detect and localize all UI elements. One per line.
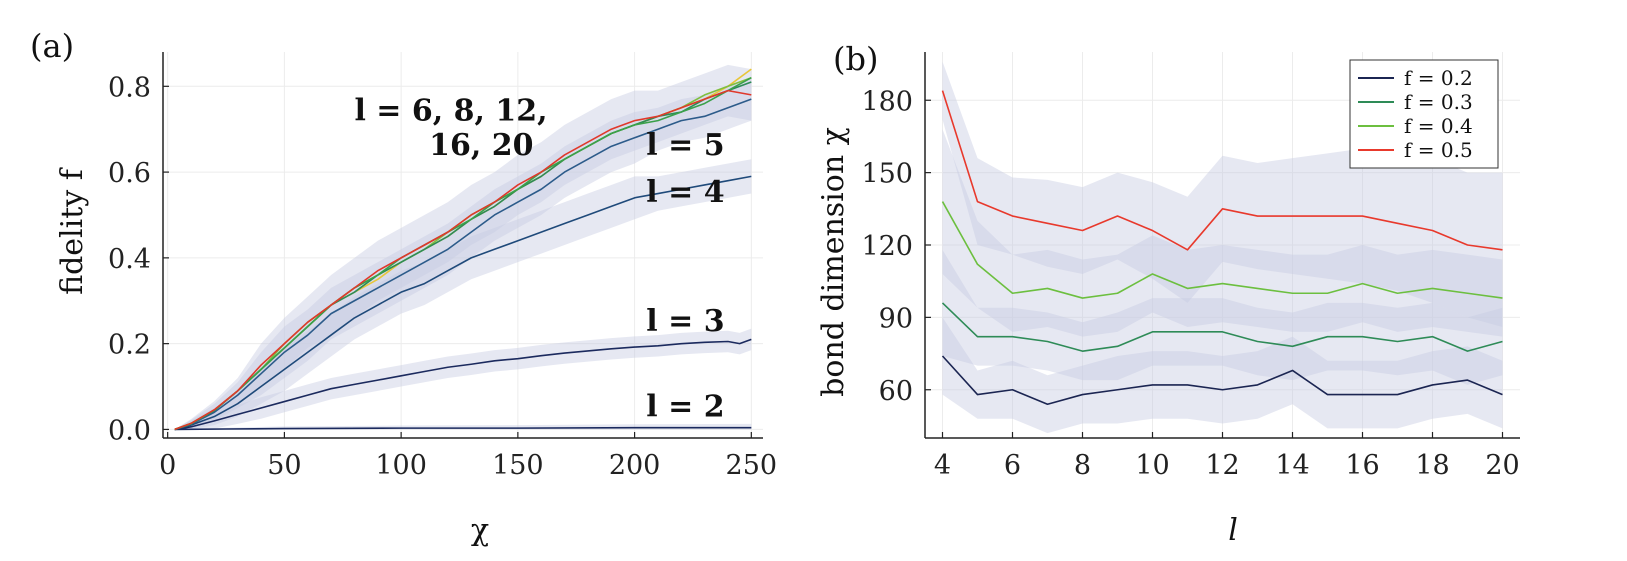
- panel-a-annotation: 16, 20: [429, 128, 533, 163]
- panel-b-legend-label: f = 0.2: [1404, 66, 1473, 90]
- panel-b: 4 6 8 10 12 14 16 18 20 60 90 120 150 180 l bond dime…: [816, 52, 1520, 548]
- panel-a-axes: [162, 52, 763, 439]
- panel-b-ytick-label: 90: [879, 303, 913, 334]
- panel-b-band-f-0.2: [942, 317, 1503, 434]
- panel-b-band-f-0.5: [942, 61, 1503, 328]
- panel-a-ticks: 0 50 100 150 200 250 0.0 0.2 0.4 0.6 0.8: [108, 72, 777, 481]
- panel-a-xtick-label: 150: [492, 450, 544, 481]
- panel-b-series-f-0.3: [941, 302, 1503, 352]
- panel-b-xtick-label: 6: [1004, 450, 1021, 481]
- panel-a-series-l-20: [174, 89, 752, 431]
- panel-b-legend-label: f = 0.4: [1404, 114, 1473, 138]
- panel-a-xtick-label: 250: [726, 450, 778, 481]
- panel-a-xtick-label: 0: [159, 450, 176, 481]
- panel-b-grid: [925, 52, 1520, 438]
- panel-b-xtick-label: 8: [1074, 450, 1091, 481]
- panel-a-annotation: l = 6, 8, 12,: [354, 94, 547, 129]
- panel-a-band-l-5: [174, 77, 752, 430]
- panel-b-xlabel: l: [1228, 513, 1238, 548]
- panel-a-xlabel: χ: [471, 513, 489, 548]
- panel-a-ytick-label: 0.0: [108, 415, 151, 446]
- panel-a-annotation: l = 4: [646, 175, 724, 210]
- panel-a-band-l-20: [174, 64, 752, 430]
- panel-b-band-f-0.4: [942, 129, 1503, 337]
- panel-a-lines: [174, 68, 752, 431]
- panel-a-band-l-3: [174, 328, 752, 430]
- panel-b-xtick-label: 10: [1135, 450, 1169, 481]
- panel-a-series-l-5: [174, 98, 752, 431]
- panel-b-lines: [941, 90, 1503, 406]
- panel-a-band-l-4: [174, 159, 752, 430]
- panel-b-xtick-label: 12: [1205, 450, 1239, 481]
- panel-b-xtick-label: 14: [1275, 450, 1309, 481]
- panel-a-annotation: l = 3: [646, 304, 724, 339]
- panel-a-bands: [174, 64, 752, 430]
- panel-a-xtick-label: 100: [375, 450, 427, 481]
- panel-a-series-l-4: [174, 175, 752, 431]
- panel-a-ylabel: fidelity f: [55, 167, 90, 295]
- panel-b-series-f-0.4: [941, 201, 1503, 299]
- panel-b-ylabel: bond dimension χ: [816, 127, 851, 397]
- panel-b-bands: [942, 61, 1503, 434]
- panel-b-series-f-0.5: [941, 90, 1503, 251]
- panel-a-xtick-label: 50: [267, 450, 301, 481]
- panel-b-xtick-label: 16: [1345, 450, 1379, 481]
- panel-b-xtick-label: 18: [1415, 450, 1449, 481]
- panel-a-ytick-label: 0.2: [108, 330, 151, 361]
- panel-a-xtick-label: 200: [609, 450, 661, 481]
- panel-b-xtick-label: 4: [934, 450, 951, 481]
- panel-a-ytick-label: 0.8: [108, 72, 151, 103]
- panel-b-legend-label: f = 0.5: [1404, 138, 1473, 162]
- panel-b-legend: f = 0.2f = 0.3f = 0.4f = 0.5: [1349, 59, 1499, 169]
- panel-b-xtick-label: 20: [1485, 450, 1519, 481]
- panel-a-annotation: l = 5: [646, 128, 724, 163]
- panel-a-series-l-2: [174, 426, 752, 431]
- panel-b-series-f-0.2: [941, 355, 1503, 406]
- panel-b-ytick-label: 180: [861, 86, 913, 117]
- panel-a-ytick-label: 0.4: [108, 244, 151, 275]
- panel-b-tag: (b): [833, 40, 878, 78]
- panel-a-annotations: l = 6, 8, 12,16, 20 l = 5 l = 4 l = 3 l = 2: [354, 94, 724, 425]
- panel-b-ytick-label: 60: [879, 376, 913, 407]
- panel-a-annotation: l = 2: [646, 390, 724, 425]
- panel-a: 0 50 100 150 200 250 0.0 0.2 0.4 0.6 0.8 l = 6, 8,…: [55, 52, 777, 548]
- panel-a-tag: (a): [30, 27, 74, 65]
- panel-a-series-l-3: [174, 338, 752, 431]
- panel-b-ticks: 4 6 8 10 12 14 16 18 20 60 90 120 150 180: [861, 86, 1519, 481]
- panel-a-series-l-16: [174, 77, 752, 431]
- panel-a-ytick-label: 0.6: [108, 158, 151, 189]
- panel-b-ytick-label: 150: [861, 159, 913, 190]
- panel-b-ytick-label: 120: [861, 231, 913, 262]
- panel-b-legend-label: f = 0.3: [1404, 90, 1473, 114]
